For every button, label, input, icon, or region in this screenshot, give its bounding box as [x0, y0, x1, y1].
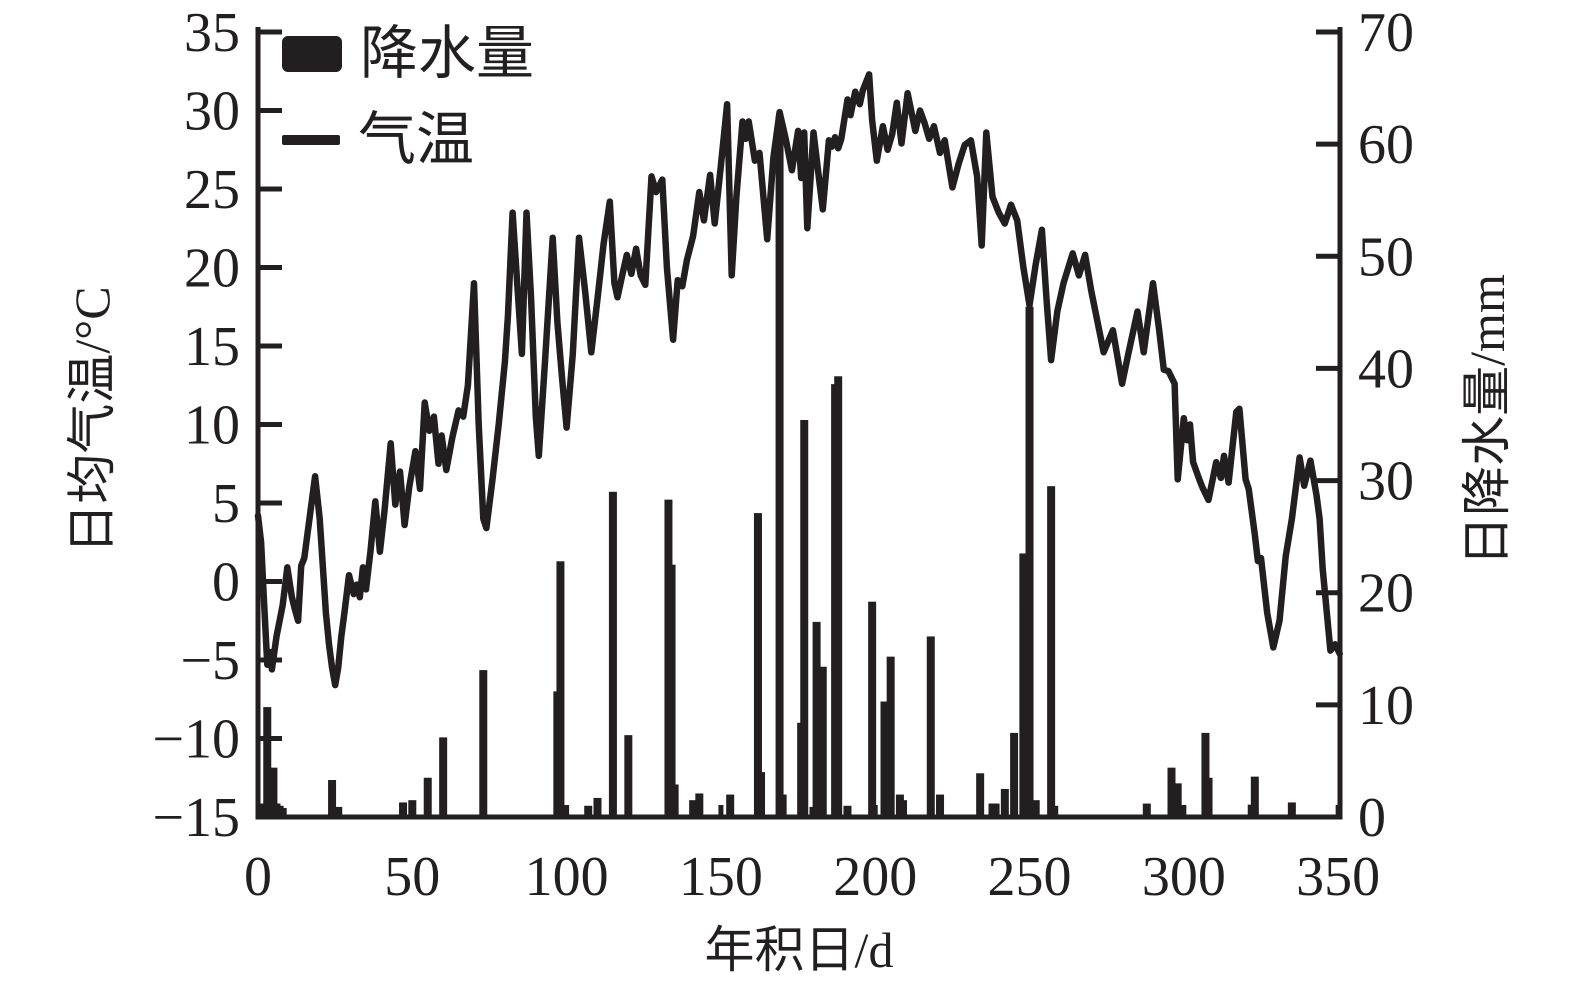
precipitation-bar: [775, 116, 784, 818]
precipitation-bar: [624, 735, 633, 817]
precipitation-bar: [608, 491, 617, 817]
precipitation-bar: [834, 376, 843, 817]
precipitation-bar: [1047, 486, 1056, 817]
y-right-tick-label: 60: [1358, 114, 1414, 176]
precipitation-bar: [812, 621, 821, 817]
y-left-tick-label: −5: [180, 630, 240, 692]
precipitation-bar: [868, 601, 877, 817]
y-left-tick-label: 5: [212, 473, 240, 535]
precipitation-bar: [778, 794, 787, 817]
precipitation-bar: [1031, 800, 1040, 817]
y-left-tick-label: 0: [212, 552, 240, 614]
precipitation-bar: [269, 767, 278, 817]
precipitation-bar: [726, 794, 735, 817]
precipitation-bar: [1201, 732, 1210, 817]
y-right-tick-label: 30: [1358, 451, 1414, 513]
y-left-tick-label: 25: [184, 159, 240, 221]
x-tick-label: 100: [525, 846, 609, 908]
legend: 降水量 气温: [282, 18, 534, 176]
precipitation-bar: [328, 779, 337, 817]
temperature-line-swatch-icon: [282, 135, 340, 145]
y-left-tick-label: 20: [184, 238, 240, 300]
precipitation-bar: [991, 803, 1000, 817]
precipitation-bar: [593, 797, 602, 817]
precipitation-bar-swatch-icon: [282, 36, 342, 72]
y-right-tick-label: 10: [1358, 675, 1414, 737]
precipitation-bar: [423, 777, 432, 817]
x-tick-label: 0: [244, 846, 272, 908]
y-right-tick-label: 0: [1358, 787, 1386, 849]
precipitation-bar: [559, 805, 568, 817]
x-tick-label: 200: [833, 846, 917, 908]
precipitation-bar: [334, 806, 343, 817]
precipitation-bar: [439, 737, 448, 817]
precipitation-bar: [753, 513, 762, 817]
y-right-axis-title: 日降水量/mm: [1459, 274, 1515, 566]
y-right-tick-label: 70: [1358, 2, 1414, 64]
legend-label-temperature: 气温: [358, 107, 475, 172]
precipitation-bar: [670, 784, 679, 817]
precipitation-bar: [689, 800, 698, 817]
temperature-line: [254, 71, 1343, 689]
precipitation-bar: [843, 805, 852, 817]
x-axis-title: 年积日/d: [704, 922, 894, 978]
precipitation-bar: [263, 707, 272, 817]
y-right-tick-label: 20: [1358, 563, 1414, 625]
precipitation-bar: [818, 666, 827, 817]
legend-item-temperature: 气温: [282, 104, 534, 176]
precipitation-bar: [1250, 776, 1259, 817]
y-left-tick-label: 15: [184, 316, 240, 378]
y-right-tick-label: 40: [1358, 338, 1414, 400]
precipitation-bar: [757, 772, 766, 817]
precipitation-bar: [1142, 803, 1151, 817]
legend-item-precipitation: 降水量: [282, 18, 534, 90]
x-tick-label: 250: [988, 846, 1072, 908]
y-left-tick-label: −15: [152, 787, 240, 849]
x-tick-label: 350: [1296, 846, 1380, 908]
x-tick-label: 150: [679, 846, 763, 908]
y-left-axis-title: 日均气温/°C: [64, 286, 120, 554]
precipitation-bar: [1010, 732, 1019, 817]
precipitation-bar: [584, 805, 593, 817]
precipitation-bar: [556, 561, 565, 817]
y-right-tick-label: 50: [1358, 226, 1414, 288]
precipitation-bar: [479, 670, 488, 817]
x-tick-label: 300: [1142, 846, 1226, 908]
precipitation-bar: [1050, 805, 1059, 817]
y-left-tick-label: 10: [184, 395, 240, 457]
precipitation-bar: [1287, 802, 1296, 817]
y-left-tick-label: 35: [184, 2, 240, 64]
precipitation-bar: [1025, 306, 1034, 817]
precipitation-bar: [800, 420, 809, 817]
x-tick-label: 50: [384, 846, 440, 908]
precipitation-bar: [1000, 788, 1009, 817]
precipitation-bar: [1204, 777, 1213, 817]
legend-label-precipitation: 降水量: [360, 21, 535, 86]
y-left-tick-label: −10: [152, 709, 240, 771]
precipitation-bar: [667, 564, 676, 817]
precipitation-bar: [399, 802, 408, 817]
precipitation-bar: [926, 636, 935, 817]
precipitation-bar: [695, 793, 704, 817]
precipitation-bar: [880, 701, 889, 817]
precipitation-bar: [936, 794, 945, 817]
y-left-tick-label: 30: [184, 81, 240, 143]
precipitation-bar: [1173, 783, 1182, 817]
precipitation-bar: [886, 656, 895, 817]
precipitation-bar: [976, 773, 985, 817]
precipitation-bar: [899, 800, 908, 817]
precipitation-bar: [278, 808, 287, 817]
